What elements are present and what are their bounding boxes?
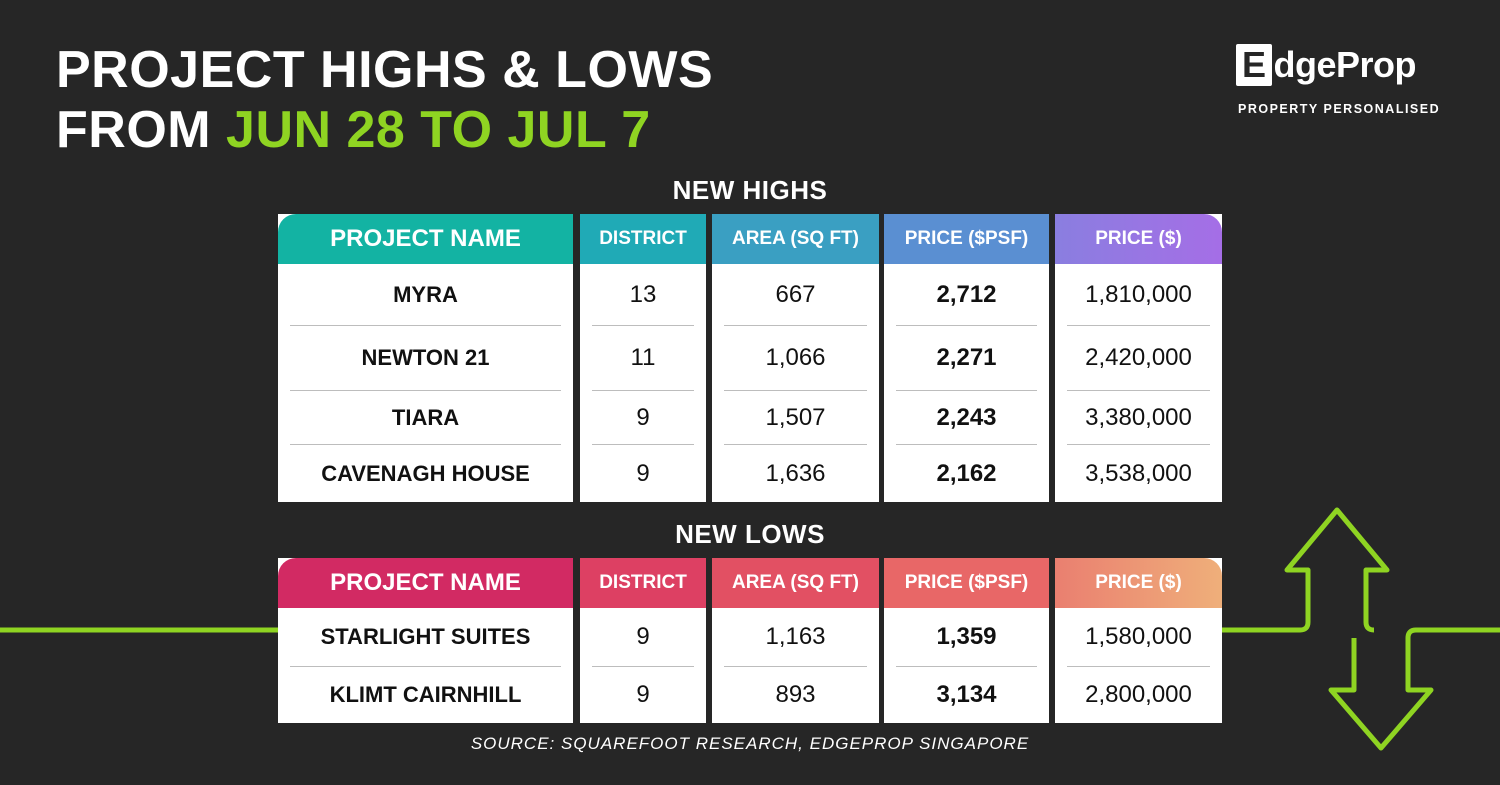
column-header-project-name: PROJECT NAME — [278, 558, 573, 608]
table-cell-price: 1,580,000 — [1067, 608, 1210, 667]
lows-column-district: DISTRICT 9 9 — [580, 558, 706, 723]
lows-column-area: AREA (SQ FT) 1,163 893 — [712, 558, 879, 723]
column-header-area: AREA (SQ FT) — [712, 558, 879, 608]
lows-column-project-name: PROJECT NAME STARLIGHT SUITES KLIMT CAIRNH… — [278, 558, 573, 723]
table-cell-price-psf: 1,359 — [896, 608, 1037, 667]
table-cell-district: 13 — [592, 264, 694, 326]
logo-word-rest: dgeProp — [1273, 44, 1417, 85]
highs-column-project-name: PROJECT NAME MYRA NEWTON 21 TIARA CAVENAGH H… — [278, 214, 573, 502]
title-line-1: PROJECT HIGHS & LOWS — [56, 41, 714, 99]
table-cell-project-name: CAVENAGH HOUSE — [321, 460, 530, 486]
table-cell-district: 9 — [592, 608, 694, 667]
column-header-price: PRICE ($) — [1055, 558, 1222, 608]
down-arrow-icon — [1328, 627, 1500, 751]
table-cell-area: 893 — [775, 681, 816, 708]
table-cell-price: 1,810,000 — [1067, 264, 1210, 326]
table-cell-area: 1,636 — [765, 459, 826, 487]
highs-column-district: DISTRICT 13 11 9 9 — [580, 214, 706, 502]
highs-column-price-psf: PRICE ($PSF) 2,712 2,271 2,243 2,162 — [884, 214, 1049, 502]
table-cell-price-psf: 2,712 — [896, 264, 1037, 326]
table-cell-price-psf: 2,271 — [896, 326, 1037, 391]
lows-column-price-psf: PRICE ($PSF) 1,359 3,134 — [884, 558, 1049, 723]
title-line-2: FROM JUN 28 TO JUL 7 — [56, 100, 713, 160]
new-lows-title: NEW LOWS — [675, 519, 825, 549]
table-cell-district: 9 — [592, 391, 694, 445]
column-header-project-name: PROJECT NAME — [278, 214, 573, 264]
table-cell-project-name: TIARA — [290, 391, 561, 445]
table-cell-price-psf: 2,162 — [936, 459, 997, 487]
table-cell-price: 3,538,000 — [1085, 459, 1192, 487]
column-header-price-psf: PRICE ($PSF) — [884, 558, 1049, 608]
title-date-range: JUN 28 TO JUL 7 — [226, 101, 651, 159]
table-cell-project-name: MYRA — [290, 264, 561, 326]
logo-e-mark: E — [1236, 44, 1272, 86]
title-prefix: FROM — [56, 101, 227, 159]
column-header-district: DISTRICT — [580, 214, 706, 264]
table-cell-area: 1,163 — [724, 608, 867, 667]
column-header-price-psf: PRICE ($PSF) — [884, 214, 1049, 264]
table-cell-price: 2,800,000 — [1085, 681, 1192, 708]
table-cell-district: 9 — [636, 681, 650, 708]
table-cell-district: 11 — [592, 326, 694, 391]
source-credit: SOURCE: SQUAREFOOT RESEARCH, EDGEPROP SI… — [470, 734, 1030, 753]
column-header-district: DISTRICT — [580, 558, 706, 608]
column-header-price: PRICE ($) — [1055, 214, 1222, 264]
column-header-area: AREA (SQ FT) — [712, 214, 879, 264]
highs-column-price: PRICE ($) 1,810,000 2,420,000 3,380,000 3,53… — [1055, 214, 1222, 502]
table-cell-area: 667 — [724, 264, 867, 326]
table-cell-project-name: KLIMT CAIRNHILL — [329, 682, 522, 707]
new-highs-title: NEW HIGHS — [672, 175, 828, 205]
table-cell-price-psf: 3,134 — [936, 681, 997, 708]
table-cell-project-name: NEWTON 21 — [290, 326, 561, 391]
table-cell-area: 1,507 — [724, 391, 867, 445]
table-cell-project-name: STARLIGHT SUITES — [290, 608, 561, 667]
lows-column-price: PRICE ($) 1,580,000 2,800,000 — [1055, 558, 1222, 723]
table-cell-price-psf: 2,243 — [896, 391, 1037, 445]
table-cell-district: 9 — [636, 459, 650, 487]
highs-column-area: AREA (SQ FT) 667 1,066 1,507 1,636 — [712, 214, 879, 502]
page-title: PROJECT HIGHS & LOWS FROM JUN 28 TO JUL … — [56, 40, 713, 160]
up-arrow-icon — [1222, 507, 1390, 633]
table-cell-price: 2,420,000 — [1067, 326, 1210, 391]
logo-tagline: PROPERTY PERSONALISED — [1238, 102, 1441, 116]
table-cell-price: 3,380,000 — [1067, 391, 1210, 445]
table-cell-area: 1,066 — [724, 326, 867, 391]
